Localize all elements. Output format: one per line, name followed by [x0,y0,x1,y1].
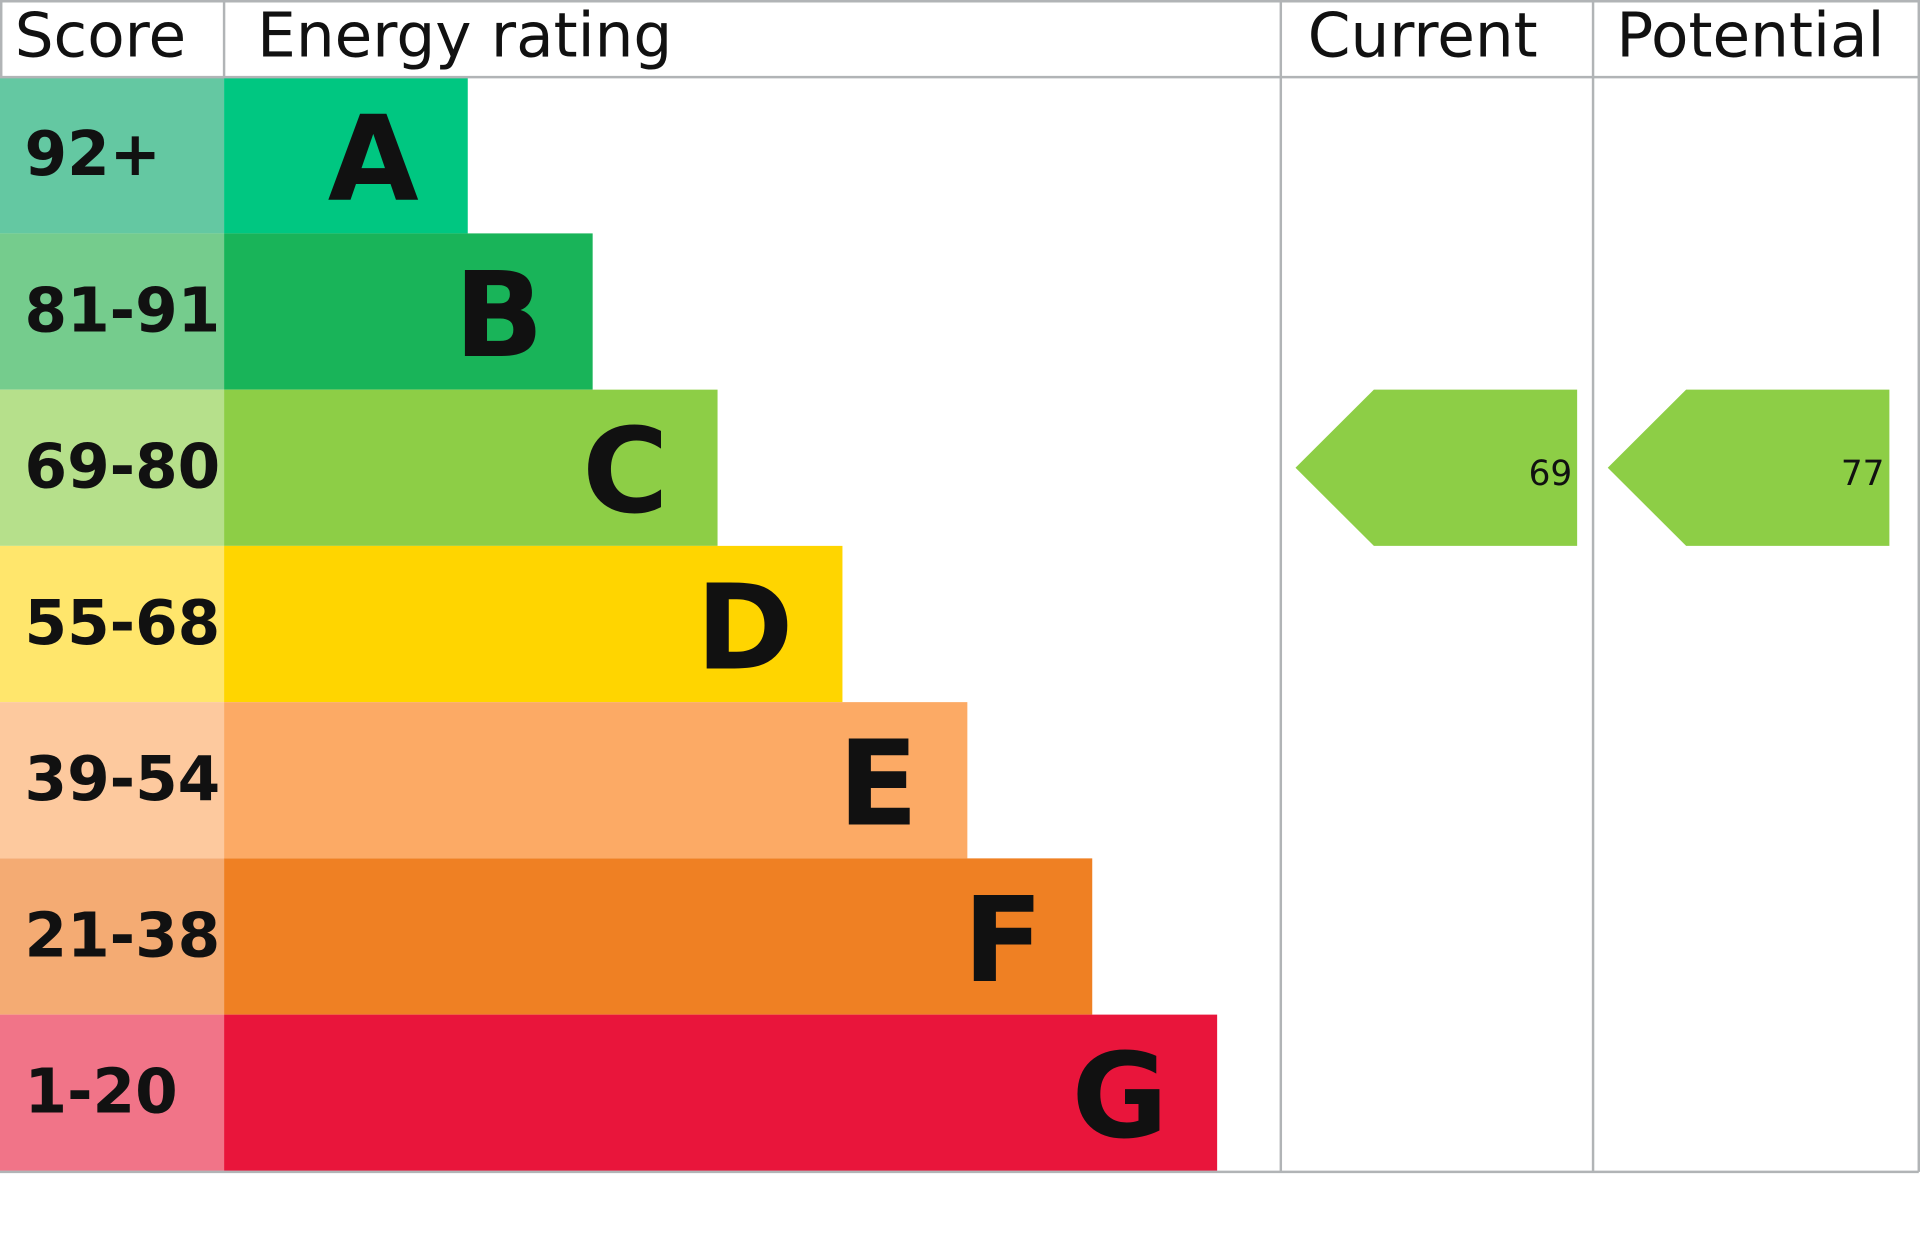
score-cell-a [0,77,225,234]
current-rating-arrow [1295,389,1578,546]
header-energy-rating: Energy rating [257,0,672,71]
band-bar-d [224,545,843,703]
score-cell-g [0,1014,225,1171]
band-letter-c: C [582,403,668,540]
score-cell-b [0,233,225,390]
band-letter-e: E [838,716,918,853]
header-score: Score [15,0,186,71]
potential-rating-value: 77 [1841,454,1885,494]
potential-rating-arrow [1607,389,1890,546]
band-bar-c [224,389,718,546]
score-cell-d [0,545,225,703]
band-letter-d: D [696,559,794,696]
header-potential: Potential [1616,0,1884,71]
current-rating-value: 69 [1529,454,1573,494]
score-cell-e [0,702,225,859]
grid-lines [0,0,1920,1174]
band-bar-a [224,77,468,234]
bands: 92+ A 81-91 B 69-80 C 55-68 D 39-54 E 21-38 F 1-20 G [0,77,1218,1171]
score-range-a: 92+ [24,119,161,190]
score-range-c: 69-80 [24,432,220,503]
band-bar-b [224,233,593,390]
score-range-b: 81-91 [24,275,220,346]
band-letter-f: F [963,872,1043,1009]
band-letter-g: G [1072,1028,1168,1165]
band-letter-b: B [454,247,544,384]
band-bar-g [224,1014,1218,1171]
band-letter-a: A [328,91,419,228]
score-cell-c [0,389,225,546]
rating-arrows: 69 77 [1295,389,1890,546]
band-bar-e [224,702,968,859]
header-current: Current [1308,0,1538,71]
score-range-e: 39-54 [24,744,220,815]
score-range-d: 55-68 [24,588,220,659]
score-cell-f [0,858,225,1015]
band-bar-f [224,858,1093,1015]
score-range-g: 1-20 [24,1057,177,1128]
score-range-f: 21-38 [24,900,220,971]
